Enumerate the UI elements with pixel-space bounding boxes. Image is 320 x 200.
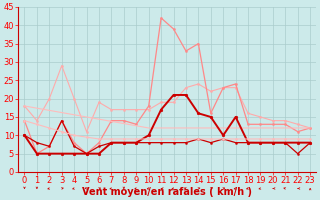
X-axis label: Vent moyen/en rafales ( km/h ): Vent moyen/en rafales ( km/h ) xyxy=(82,187,252,197)
